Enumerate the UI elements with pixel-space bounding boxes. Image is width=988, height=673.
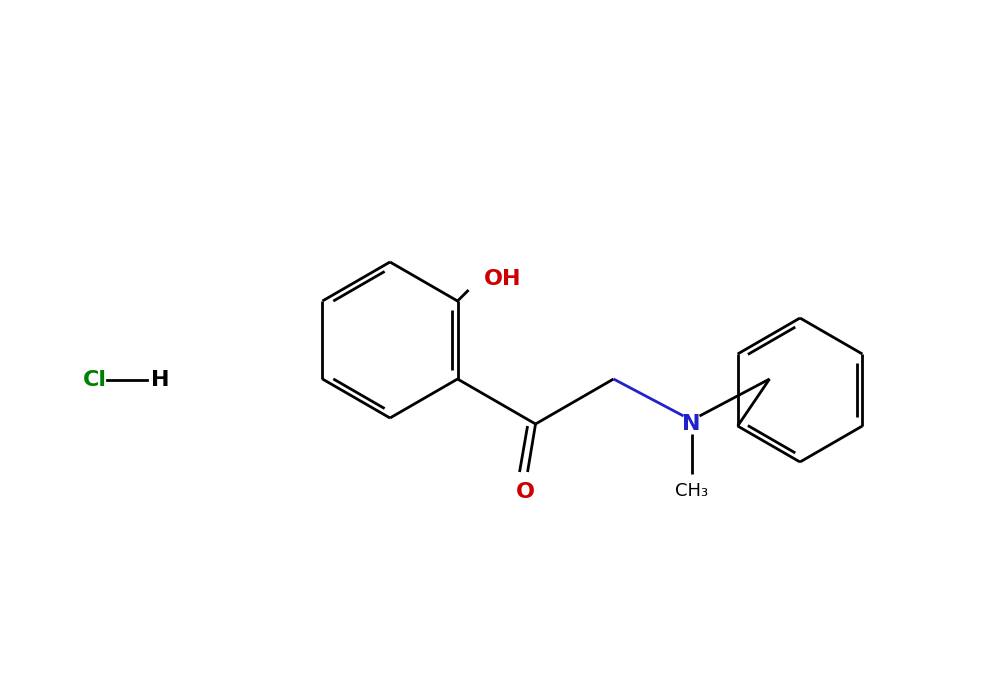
Text: O: O <box>516 482 535 502</box>
Text: OH: OH <box>483 269 521 289</box>
Text: CH₃: CH₃ <box>675 482 708 500</box>
Text: H: H <box>151 370 169 390</box>
Text: N: N <box>683 414 700 434</box>
Text: Cl: Cl <box>83 370 107 390</box>
